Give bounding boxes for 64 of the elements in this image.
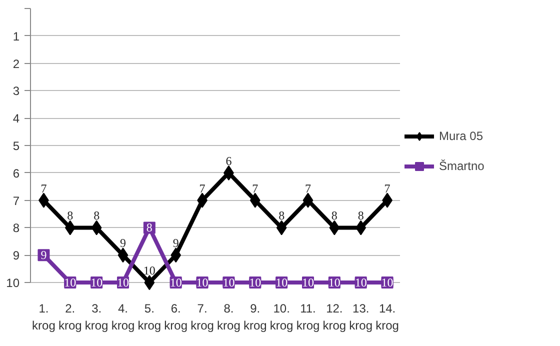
data-label: 7 bbox=[199, 181, 206, 196]
x-tick-label: 6. krog bbox=[164, 302, 188, 332]
data-label: 10 bbox=[222, 276, 235, 290]
y-tick-label: 10 bbox=[6, 276, 20, 290]
data-label: 8 bbox=[94, 208, 100, 223]
x-tick-label: 7. krog bbox=[190, 302, 214, 332]
data-label: 7 bbox=[40, 181, 47, 196]
data-label: 8 bbox=[146, 220, 152, 235]
data-label: 10 bbox=[143, 264, 156, 278]
data-label: 10 bbox=[354, 276, 367, 290]
data-label: 7 bbox=[305, 181, 311, 196]
data-label: 9 bbox=[40, 248, 47, 262]
point bbox=[356, 220, 366, 236]
data-label: 10 bbox=[64, 276, 76, 290]
data-label: 10 bbox=[170, 276, 182, 290]
x-tick-label: 14. krog bbox=[376, 302, 399, 332]
data-label: 8 bbox=[67, 208, 74, 223]
y-tick-label: 3 bbox=[12, 84, 20, 98]
point bbox=[64, 220, 76, 236]
y-tick-label: 8 bbox=[12, 221, 20, 236]
x-tick-label: 5. krog bbox=[138, 302, 162, 332]
y-tick-label: 7 bbox=[12, 194, 20, 208]
x-tick-label: 13. krog bbox=[349, 302, 373, 332]
data-label: 9 bbox=[120, 236, 126, 250]
x-tick-label: 12. krog bbox=[322, 302, 346, 332]
point bbox=[170, 248, 182, 263]
data-label: 10 bbox=[328, 276, 340, 290]
data-label: 10 bbox=[117, 276, 129, 290]
point bbox=[91, 220, 102, 236]
x-tick-label: 1. krog bbox=[32, 302, 56, 332]
data-label: 10 bbox=[90, 276, 103, 290]
data-label: 7 bbox=[252, 181, 258, 196]
point bbox=[302, 192, 314, 208]
point bbox=[144, 275, 155, 290]
data-label: 8 bbox=[358, 208, 364, 223]
data-label: 7 bbox=[384, 181, 390, 196]
y-tick-label: 1 bbox=[12, 29, 20, 44]
y-tick-label: 9 bbox=[12, 248, 20, 263]
data-label: 8 bbox=[331, 208, 338, 223]
data-label: 9 bbox=[172, 236, 179, 250]
x-tick-label: 4. krog bbox=[111, 302, 135, 332]
data-label: 10 bbox=[249, 276, 262, 290]
point bbox=[118, 248, 128, 263]
x-tick-label: 10. krog bbox=[270, 302, 294, 332]
x-tick-label: 11. krog bbox=[296, 302, 320, 332]
data-label: 8 bbox=[278, 208, 285, 223]
y-tick-label: 6 bbox=[12, 166, 20, 180]
data-label: 10 bbox=[196, 276, 208, 290]
data-label: 10 bbox=[381, 276, 394, 290]
y-tick-label: 5 bbox=[12, 139, 20, 154]
point bbox=[276, 220, 287, 236]
x-tick-label: 2. krog bbox=[58, 302, 82, 332]
y-tick-label: 4 bbox=[12, 112, 20, 126]
legend-label: Mura 05 bbox=[439, 128, 484, 142]
x-tick-label: 3. krog bbox=[84, 302, 108, 332]
data-label: 10 bbox=[276, 276, 288, 290]
y-tick-label: 2 bbox=[12, 56, 20, 71]
data-label: 10 bbox=[302, 276, 314, 290]
x-tick-label: 8. krog bbox=[217, 302, 240, 332]
data-label: 6 bbox=[226, 154, 232, 168]
legend-label: Šmartno bbox=[439, 158, 484, 172]
point bbox=[250, 192, 260, 208]
point bbox=[329, 220, 340, 236]
x-tick-label: 9. krog bbox=[243, 302, 267, 332]
